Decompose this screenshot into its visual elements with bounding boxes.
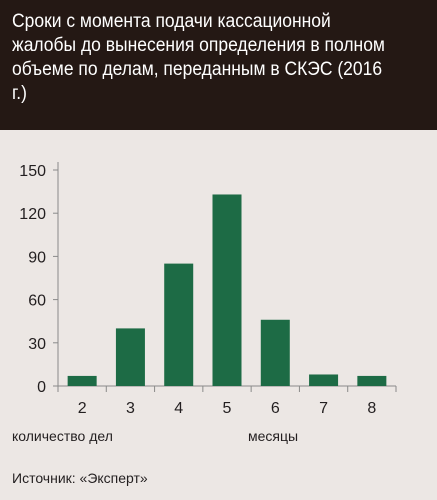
bar-8 bbox=[357, 375, 387, 386]
y-tick-label: 120 bbox=[19, 206, 46, 223]
bar-chart: 0 30 60 90 120 150 2 3 4 5 6 7 8 bbox=[19, 162, 397, 417]
bar-2 bbox=[67, 375, 97, 386]
x-tick-label: 6 bbox=[271, 400, 280, 417]
y-tick-label: 0 bbox=[37, 379, 46, 396]
bar-6 bbox=[260, 319, 290, 386]
x-tick-label: 7 bbox=[319, 400, 328, 417]
bar-4 bbox=[164, 263, 194, 386]
bar-5 bbox=[212, 194, 242, 386]
title-banner: Сроки с момента подачи кассационной жало… bbox=[0, 0, 437, 130]
source-note: Источник: «Эксперт» bbox=[12, 470, 148, 486]
y-axis-label: количество дел bbox=[12, 428, 113, 444]
bar-7 bbox=[309, 374, 339, 386]
x-tick-label: 4 bbox=[174, 400, 183, 417]
x-axis-label: месяцы bbox=[248, 428, 299, 444]
y-tick-label: 150 bbox=[19, 163, 46, 180]
chart-title: Сроки с момента подачи кассационной жало… bbox=[12, 11, 385, 104]
x-tick-label: 8 bbox=[367, 400, 376, 417]
x-tick-label: 3 bbox=[126, 400, 135, 417]
x-tick-label: 2 bbox=[78, 400, 87, 417]
y-tick-label: 90 bbox=[28, 249, 46, 266]
bar-3 bbox=[115, 328, 145, 386]
y-tick-label: 60 bbox=[28, 293, 46, 310]
y-tick-label: 30 bbox=[28, 336, 46, 353]
x-tick-label: 5 bbox=[223, 400, 232, 417]
